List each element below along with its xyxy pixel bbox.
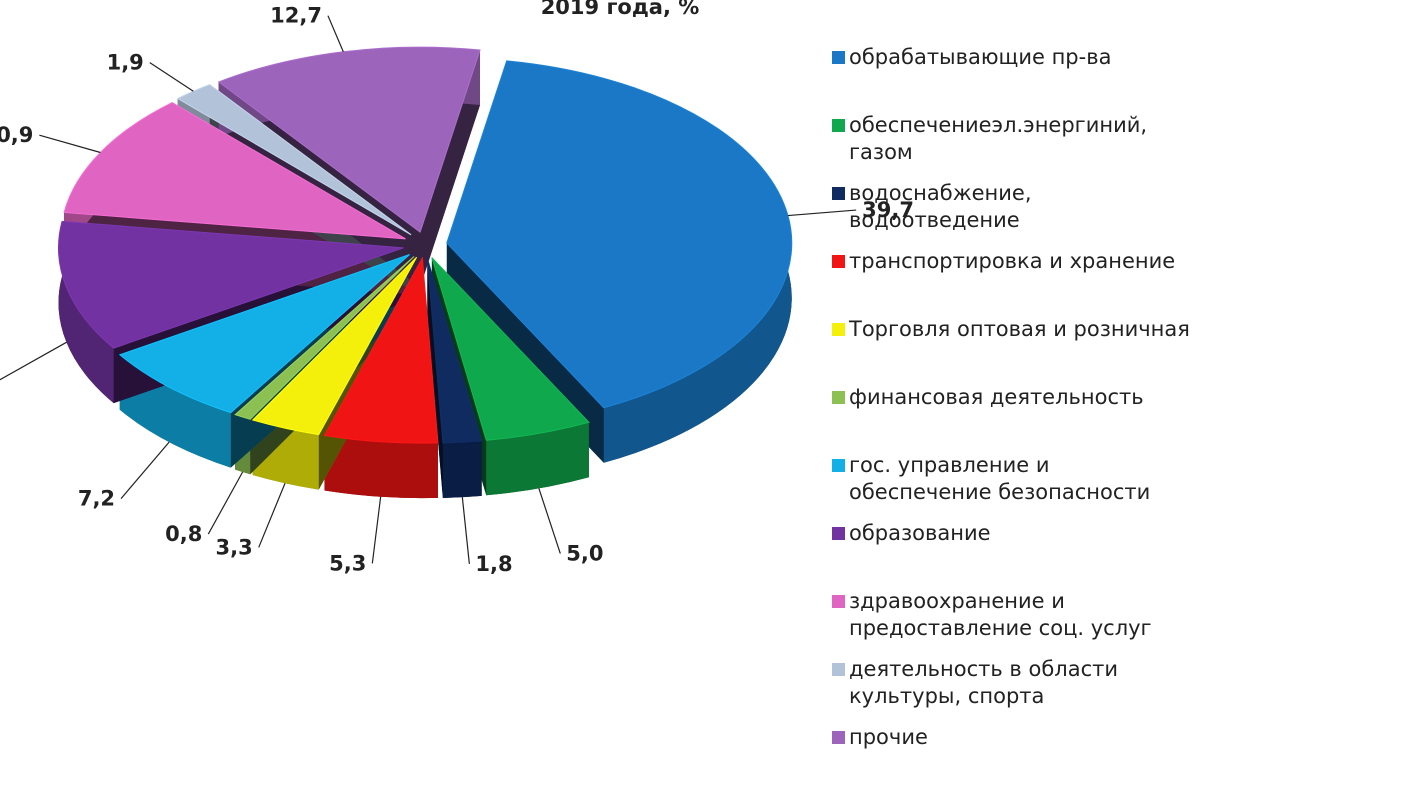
legend-item: прочие — [832, 724, 1402, 792]
legend-item: образование — [832, 520, 1402, 588]
legend-label: Торговля оптовая и розничная — [849, 317, 1190, 341]
legend: обрабатывающие пр-ва обеспечениеэл.энерги… — [832, 44, 1402, 792]
legend-item: водоснабжение, водоотведение — [832, 180, 1402, 248]
slice-side — [58, 221, 114, 404]
legend-swatch — [832, 187, 845, 200]
legend-item: обеспечениеэл.энергиний, газом — [832, 112, 1402, 180]
legend-item: здравоохранение и предоставление соц. ус… — [832, 588, 1402, 656]
legend-swatch — [832, 731, 845, 744]
slice-tops — [58, 46, 793, 444]
pie-slice — [58, 220, 404, 349]
legend-swatch — [832, 663, 845, 676]
legend-label: прочие — [849, 725, 928, 749]
legend-swatch — [832, 527, 845, 540]
legend-label: здравоохранение и предоставление соц. ус… — [849, 589, 1152, 640]
data-label: 5,0 — [566, 542, 603, 566]
legend-label: водоснабжение, водоотведение — [849, 181, 1032, 232]
leader-line — [149, 62, 194, 92]
data-label: 1,9 — [107, 51, 144, 75]
data-label: 0,8 — [165, 522, 202, 546]
data-label: 3,3 — [216, 535, 253, 559]
leader-line — [120, 441, 170, 500]
leader-line — [538, 488, 561, 554]
leader-line — [0, 341, 67, 381]
leader-line — [787, 209, 857, 217]
pie-slice — [251, 256, 418, 436]
pie-slice — [323, 256, 439, 444]
chart-title: 2019 года, % — [541, 0, 700, 19]
slice-side — [486, 422, 589, 496]
legend-swatch — [832, 323, 845, 336]
leader-line — [258, 482, 286, 548]
legend-label: деятельность в области культуры, спорта — [849, 657, 1119, 708]
data-label: 5,3 — [329, 551, 366, 575]
legend-item: Торговля оптовая и розничная — [832, 316, 1402, 384]
legend-item: финансовая деятельность — [832, 384, 1402, 452]
pie-slice — [217, 46, 481, 233]
legend-swatch — [832, 255, 845, 268]
legend-item: транспортировка и хранение — [832, 248, 1402, 316]
legend-swatch — [832, 459, 845, 472]
data-label: 10,9 — [0, 123, 33, 147]
leader-line — [39, 134, 101, 154]
leader-line — [461, 497, 470, 565]
legend-swatch — [832, 51, 845, 64]
leader-line — [327, 15, 344, 53]
legend-swatch — [832, 119, 845, 132]
legend-swatch — [832, 595, 845, 608]
data-label: 7,2 — [78, 487, 115, 511]
pie-slice — [426, 257, 483, 444]
leader-line — [371, 496, 382, 564]
pie-slice — [431, 257, 590, 441]
legend-label: гос. управление и обеспечение безопаснос… — [849, 453, 1151, 504]
legend-item: деятельность в области культуры, спорта — [832, 656, 1402, 724]
data-labels: 39,75,01,85,33,30,87,211,410,91,912,7 — [0, 4, 914, 576]
legend-label: обеспечениеэл.энергиний, газом — [849, 113, 1148, 164]
legend-label: транспортировка и хранение — [849, 249, 1176, 273]
slice-side — [442, 440, 482, 498]
data-label: 39,7 — [862, 198, 914, 222]
legend-label: обрабатывающие пр-ва — [849, 45, 1112, 69]
legend-label: финансовая деятельность — [849, 385, 1144, 409]
pie-slice — [234, 256, 415, 420]
legend-item: гос. управление и обеспечение безопаснос… — [832, 452, 1402, 520]
leader-line — [207, 471, 244, 535]
pie-slice — [118, 253, 410, 414]
slice-side — [324, 435, 438, 499]
data-label: 12,7 — [270, 4, 322, 28]
data-label: 1,8 — [475, 552, 512, 576]
legend-item: обрабатывающие пр-ва — [832, 44, 1402, 112]
legend-swatch — [832, 391, 845, 404]
legend-label: образование — [849, 521, 991, 545]
